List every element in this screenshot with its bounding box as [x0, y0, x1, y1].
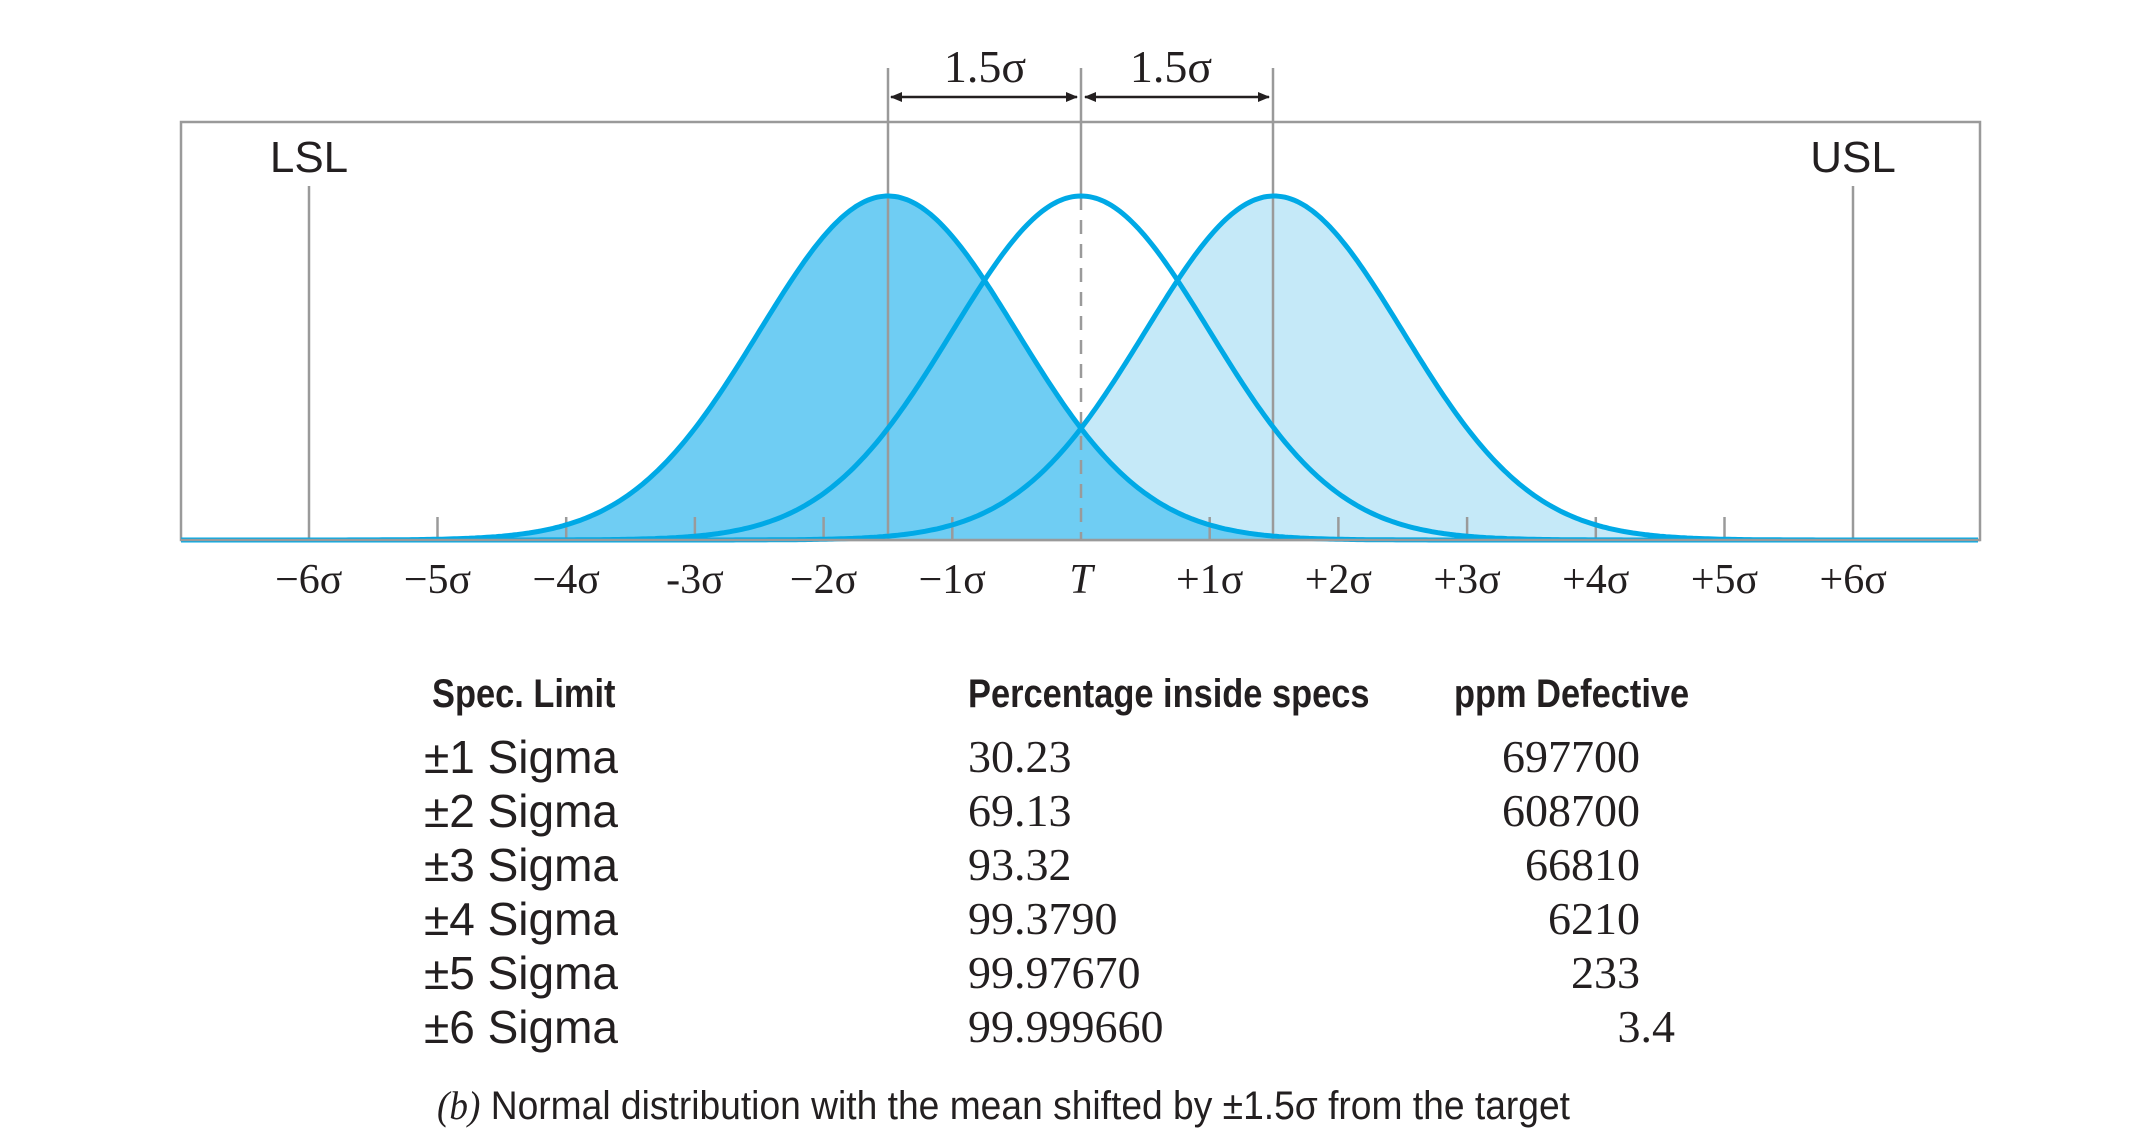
percentage-cell: 99.97670: [968, 947, 1141, 998]
tick-label: +6σ: [1820, 557, 1887, 603]
tick-label: −1σ: [919, 557, 986, 603]
spec-cell: ±5 Sigma: [424, 947, 618, 999]
table-row: ±5 Sigma 99.97670 233: [0, 946, 2145, 1002]
spec-cell: ±4 Sigma: [424, 893, 618, 945]
spec-cell: ±1 Sigma: [424, 731, 618, 783]
percentage-cell: 93.32: [968, 839, 1072, 890]
table-row: ±2 Sigma 69.13 608700: [0, 784, 2145, 840]
shift-left-label: 1.5σ: [944, 41, 1027, 92]
spec-cell: ±3 Sigma: [424, 839, 618, 891]
caption-text: Normal distribution with the mean shifte…: [480, 1084, 1570, 1128]
tick-label: +4σ: [1562, 557, 1629, 603]
lsl-label: LSL: [270, 133, 348, 182]
tick-label: T: [1069, 557, 1095, 603]
figure-caption: (b) Normal distribution with the mean sh…: [437, 1082, 1570, 1129]
header-percentage: Percentage inside specs: [968, 672, 1370, 716]
caption-label: (b): [437, 1083, 481, 1128]
axis-tick-labels: −6σ −5σ −4σ -3σ −2σ −1σ T +1σ +2σ +3σ +4σ +5σ +6σ: [275, 557, 1887, 603]
header-spec-limit: Spec. Limit: [432, 672, 616, 716]
percentage-cell: 99.999660: [968, 1001, 1164, 1052]
table-row: ±4 Sigma 99.3790 6210: [0, 892, 2145, 948]
spec-cell: ±2 Sigma: [424, 785, 618, 837]
tick-label: +3σ: [1433, 557, 1500, 603]
tick-label: −6σ: [275, 557, 342, 603]
percentage-cell: 30.23: [968, 731, 1072, 782]
table-row: ±6 Sigma 99.999660 3.4: [0, 1000, 2145, 1056]
percentage-cell: 99.3790: [968, 893, 1118, 944]
tick-label: +2σ: [1305, 557, 1372, 603]
table-row: ±3 Sigma 93.32 66810: [0, 838, 2145, 894]
table-row: ±1 Sigma 30.23 697700: [0, 730, 2145, 786]
tick-label: −5σ: [404, 557, 471, 603]
ppm-cell: 6210: [1548, 893, 1640, 944]
ppm-cell: 697700: [1502, 731, 1640, 782]
ppm-cell: 608700: [1502, 785, 1640, 836]
ppm-cell: 3.4: [1617, 1001, 1676, 1052]
axis-ticks: [436, 517, 1726, 540]
tick-label: +1σ: [1176, 557, 1243, 603]
tick-label: -3σ: [666, 557, 724, 603]
shift-right-label: 1.5σ: [1130, 41, 1213, 92]
usl-label: USL: [1810, 133, 1896, 182]
ppm-cell: 66810: [1525, 839, 1640, 890]
ppm-cell: 233: [1571, 947, 1640, 998]
header-ppm: ppm Defective: [1454, 672, 1690, 716]
spec-cell: ±6 Sigma: [424, 1001, 618, 1053]
tick-label: +5σ: [1691, 557, 1758, 603]
tick-label: −2σ: [790, 557, 857, 603]
tick-label: −4σ: [533, 557, 600, 603]
percentage-cell: 69.13: [968, 785, 1072, 836]
